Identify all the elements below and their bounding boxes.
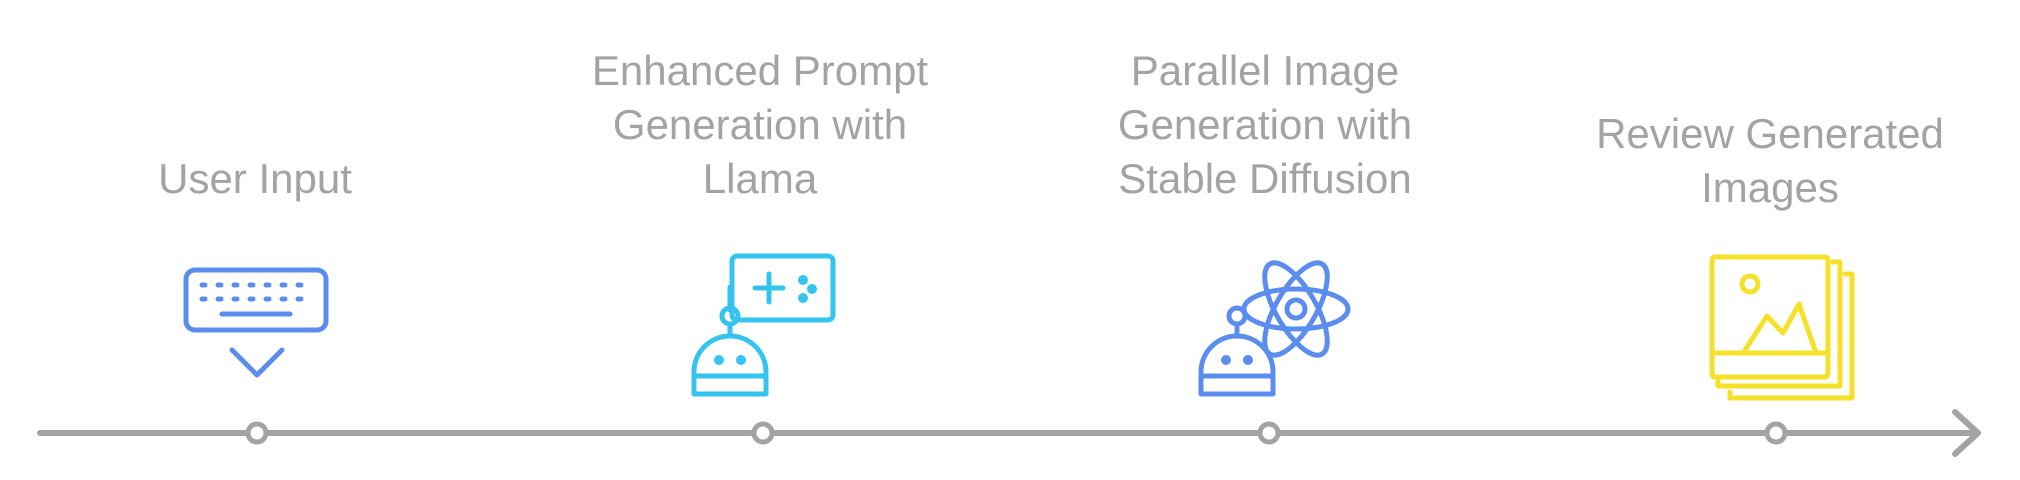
timeline-axis	[37, 409, 1981, 457]
atom-icon	[1241, 260, 1351, 358]
arrow-head-icon	[1952, 409, 1981, 457]
robot-game-icon	[691, 253, 836, 397]
chevron-down-icon	[229, 347, 285, 378]
step-label-review-images: Review Generated Images	[1596, 110, 1944, 211]
milestone-dot	[245, 421, 269, 445]
step-label-enhanced-prompt: Enhanced Prompt Generation with Llama	[591, 47, 929, 202]
keyboard-icon	[183, 267, 329, 378]
image-stack-icon	[1709, 254, 1855, 401]
milestone-dot	[751, 421, 775, 445]
step-label-user-input: User Input	[158, 155, 352, 202]
milestone-dot	[1764, 421, 1788, 445]
milestone-dot	[1257, 421, 1281, 445]
step-label-parallel-image: Parallel Image Generation with Stable Di…	[1117, 47, 1413, 202]
timeline-milestones	[245, 421, 1788, 445]
robot-atom-icon	[1198, 260, 1351, 397]
